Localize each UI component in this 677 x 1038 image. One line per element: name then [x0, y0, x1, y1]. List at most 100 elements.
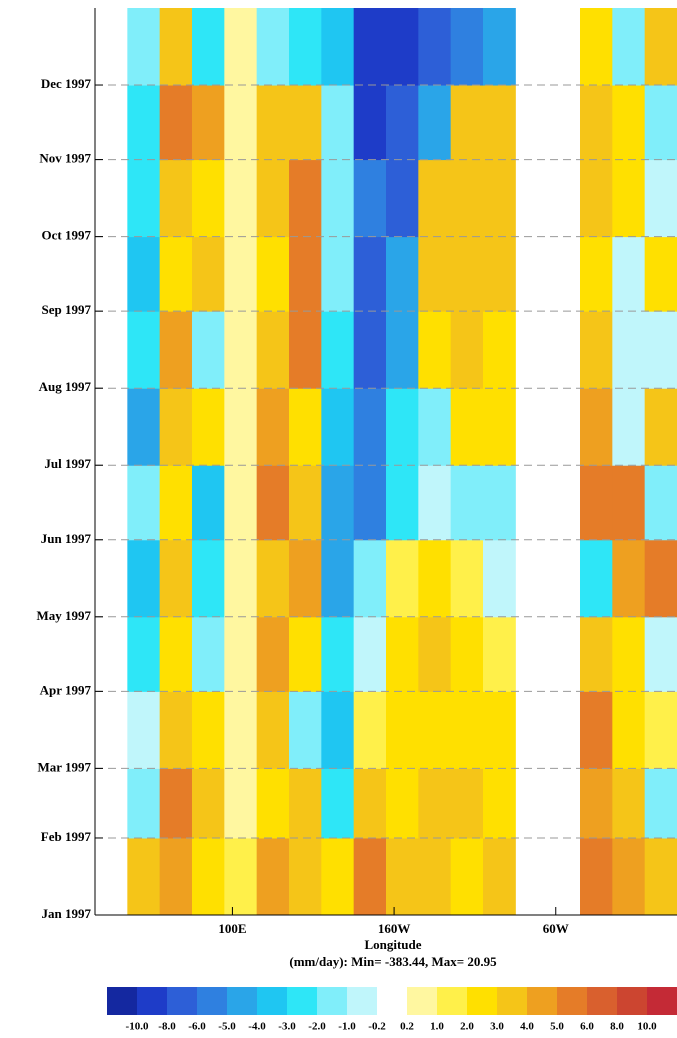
heat-cell — [418, 837, 452, 916]
colorbar-label: -1.0 — [338, 1021, 356, 1033]
colorbar-box — [467, 987, 497, 1015]
y-tick-label: Aug 1997 — [39, 379, 92, 394]
heat-cell — [256, 768, 290, 839]
heat-cell — [256, 616, 290, 692]
colorbar-label: -5.0 — [218, 1021, 236, 1033]
heat-cell — [289, 465, 322, 541]
x-tick-label: 60W — [543, 921, 569, 936]
colorbar-label: 1.0 — [430, 1021, 444, 1033]
heat-cell — [127, 236, 161, 312]
heat-cell — [224, 616, 258, 692]
heat-cell — [644, 768, 677, 839]
heat-cell — [450, 539, 484, 618]
colorbar-box — [347, 987, 377, 1015]
heat-cell — [450, 837, 484, 916]
heat-cell — [612, 768, 646, 839]
heat-cell — [224, 837, 258, 916]
y-tick-label: Nov 1997 — [39, 151, 91, 166]
heat-cell — [418, 388, 452, 466]
heat-cell — [256, 159, 290, 238]
heat-cell — [224, 311, 258, 389]
heat-cell — [127, 691, 161, 769]
y-tick-label: Jul 1997 — [44, 456, 91, 471]
heat-cell — [224, 85, 258, 161]
heat-cell — [353, 159, 387, 238]
heat-cell — [159, 837, 193, 916]
heat-cell — [644, 159, 677, 238]
heat-cell — [289, 311, 322, 389]
y-tick-label: Apr 1997 — [40, 682, 92, 697]
heat-cell — [353, 388, 387, 466]
heat-cell — [192, 465, 225, 541]
heat-cell — [450, 159, 484, 238]
colorbar-label: -2.0 — [308, 1021, 326, 1033]
heat-cell — [483, 465, 516, 541]
heat-cell — [192, 311, 225, 389]
heat-cell — [159, 388, 193, 466]
heat-cell — [159, 768, 193, 839]
heat-cell — [321, 465, 355, 541]
heat-cell — [450, 768, 484, 839]
colorbar-box — [257, 987, 287, 1015]
heat-cell — [483, 8, 516, 86]
heat-cell — [159, 539, 193, 618]
heat-cell — [159, 85, 193, 161]
heat-cell — [289, 768, 322, 839]
y-tick-label: Jan 1997 — [42, 906, 92, 921]
colorbar-box — [227, 987, 257, 1015]
heat-cell — [644, 85, 677, 161]
heat-cell — [224, 465, 258, 541]
colorbar-box — [497, 987, 527, 1015]
heat-cell — [224, 8, 258, 86]
heat-cell — [483, 616, 516, 692]
heat-cell — [418, 768, 452, 839]
heat-cell — [580, 837, 613, 916]
x-axis-label: Longitude — [364, 937, 421, 952]
heat-cell — [612, 236, 646, 312]
heat-cell — [612, 465, 646, 541]
heat-cell — [192, 85, 225, 161]
heat-cell — [289, 236, 322, 312]
colorbar-box — [527, 987, 557, 1015]
heat-cell — [127, 539, 161, 618]
heat-cell — [321, 768, 355, 839]
heat-cell — [256, 388, 290, 466]
subtitle: (mm/day): Min= -383.44, Max= 20.95 — [289, 954, 497, 969]
heat-cell — [612, 388, 646, 466]
colorbar-label: -8.0 — [158, 1021, 176, 1033]
heat-cell — [289, 691, 322, 769]
y-tick-label: Jun 1997 — [41, 531, 92, 546]
colorbar-box — [407, 987, 437, 1015]
heat-cell — [580, 539, 613, 618]
heat-cell — [386, 465, 419, 541]
heat-cell — [644, 465, 677, 541]
heat-cell — [159, 465, 193, 541]
colorbar-box — [287, 987, 317, 1015]
y-tick-label: Dec 1997 — [41, 76, 92, 91]
heat-cell — [612, 837, 646, 916]
heat-cell — [256, 837, 290, 916]
heat-cell — [483, 159, 516, 238]
heat-cell — [159, 159, 193, 238]
heat-cell — [386, 616, 419, 692]
heat-cell — [353, 539, 387, 618]
heat-cell — [483, 311, 516, 389]
heat-cell — [483, 837, 516, 916]
heat-cell — [289, 85, 322, 161]
heat-cell — [127, 616, 161, 692]
colorbar-box — [377, 987, 407, 1015]
heat-cell — [612, 691, 646, 769]
heat-cell — [450, 85, 484, 161]
heat-cell — [580, 616, 613, 692]
heat-cell — [192, 8, 225, 86]
y-tick-label: Feb 1997 — [41, 829, 92, 844]
heat-cell — [580, 311, 613, 389]
heat-cell — [256, 465, 290, 541]
colorbar-label: -3.0 — [278, 1021, 296, 1033]
heat-cell — [127, 837, 161, 916]
heat-cell — [192, 768, 225, 839]
heat-cell — [418, 236, 452, 312]
heat-cell — [612, 85, 646, 161]
heat-cell — [353, 616, 387, 692]
heat-cell — [321, 8, 355, 86]
